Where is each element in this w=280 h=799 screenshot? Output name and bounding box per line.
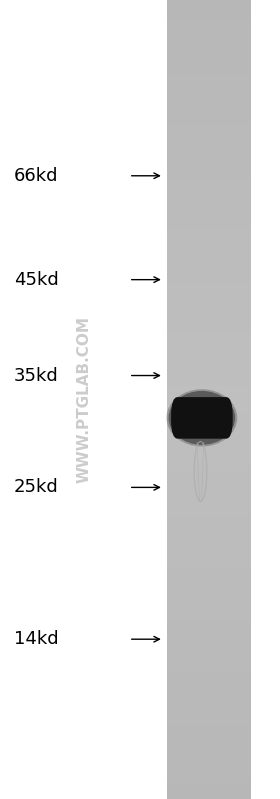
Bar: [0, 0, 167, 799]
Text: 66kd: 66kd: [14, 167, 59, 185]
Ellipse shape: [166, 389, 237, 447]
Text: 45kd: 45kd: [14, 271, 59, 288]
Ellipse shape: [169, 391, 235, 445]
Text: 25kd: 25kd: [14, 479, 59, 496]
Text: WWW.PTGLAB.COM: WWW.PTGLAB.COM: [76, 316, 92, 483]
FancyBboxPatch shape: [171, 397, 233, 439]
Bar: [251, 0, 280, 799]
Text: 35kd: 35kd: [14, 367, 59, 384]
Text: 14kd: 14kd: [14, 630, 59, 648]
